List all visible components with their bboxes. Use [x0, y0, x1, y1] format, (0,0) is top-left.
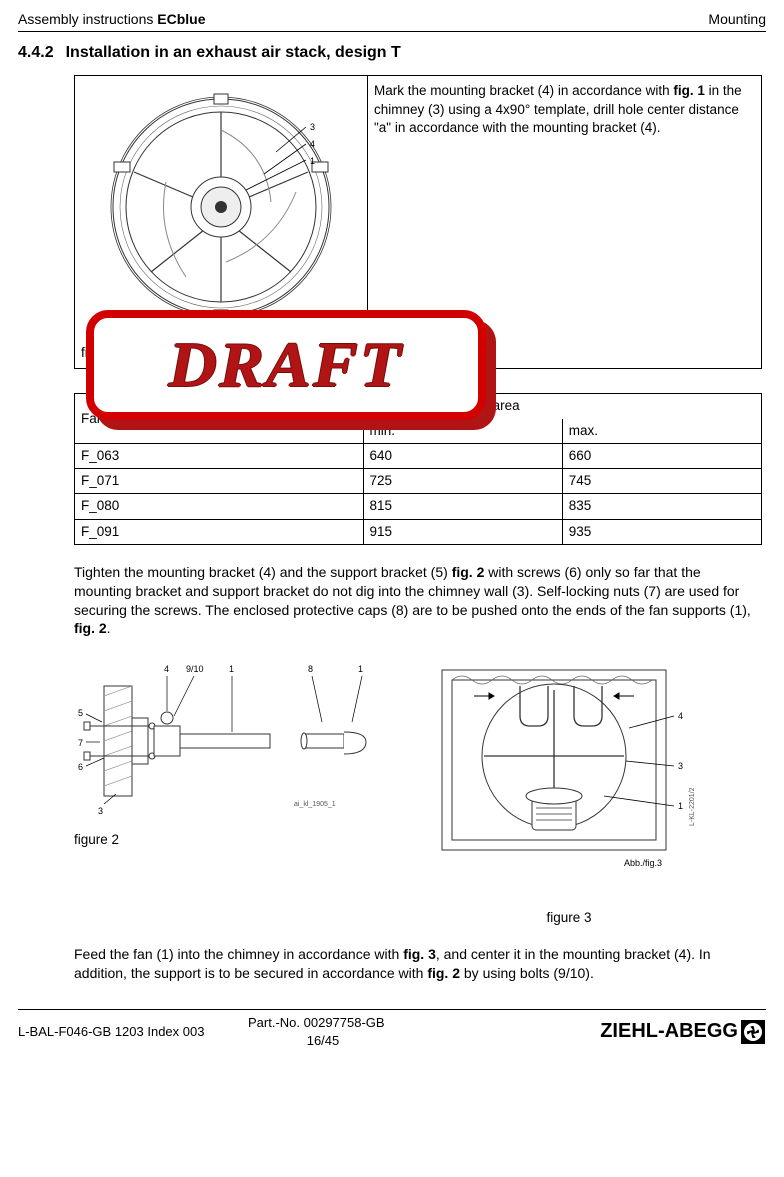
logo-text: ZIEHL-ABEGG [600, 1018, 738, 1045]
fig1-text-b1: fig. 1 [673, 83, 705, 98]
section-heading: 4.4.2 Installation in an exhaust air sta… [18, 42, 766, 64]
stamp-face: DRAFT [86, 310, 486, 420]
svg-text:3: 3 [98, 806, 103, 816]
svg-text:1: 1 [678, 801, 683, 811]
p1-b1: fig. 2 [452, 564, 485, 580]
p2-b1: fig. 3 [403, 946, 436, 962]
table-row: F_063 640 660 [75, 443, 762, 468]
cell-max: 935 [562, 519, 761, 544]
table-row: F_080 815 835 [75, 494, 762, 519]
cell-min: 725 [363, 469, 562, 494]
cell-fan: F_063 [75, 443, 364, 468]
cell-max: 745 [562, 469, 761, 494]
fig3-side-label: L-KL-2201/2 [689, 788, 696, 827]
p1-t3: . [107, 620, 111, 636]
svg-text:1: 1 [229, 664, 234, 674]
fig1-text-p1: Mark the mounting bracket (4) in accorda… [374, 83, 673, 98]
page: Assembly instructions ECblue Mounting 4.… [0, 0, 784, 1057]
cell-min: 640 [363, 443, 562, 468]
footer-mid: Part.-No. 00297758-GB 16/45 [248, 1014, 478, 1049]
fig1-label-1: 1 [310, 156, 315, 166]
footer-partno: Part.-No. 00297758-GB [248, 1014, 478, 1032]
header-left-prefix: Assembly instructions [18, 11, 157, 27]
logo-icon [740, 1019, 766, 1045]
header-right: Mounting [708, 10, 766, 29]
header-left: Assembly instructions ECblue [18, 10, 206, 29]
p2-t1: Feed the fan (1) into the chimney in acc… [74, 946, 403, 962]
paragraph-2: Feed the fan (1) into the chimney in acc… [74, 945, 762, 983]
p1-t1: Tighten the mounting bracket (4) and the… [74, 564, 452, 580]
table-row: F_091 915 935 [75, 519, 762, 544]
p2-b2: fig. 2 [427, 965, 460, 981]
stamp-text: DRAFT [169, 322, 404, 408]
cell-max: 835 [562, 494, 761, 519]
table-row: F_071 725 745 [75, 469, 762, 494]
paragraph-1: Tighten the mounting bracket (4) and the… [74, 563, 762, 639]
cell-min: 915 [363, 519, 562, 544]
footer-left: L-BAL-F046-GB 1203 Index 003 [18, 1023, 248, 1041]
section-number: 4.4.2 [18, 42, 54, 64]
figure1-drawing: 3 4 1 [96, 82, 346, 332]
svg-text:9/10: 9/10 [186, 664, 204, 674]
header-left-bold: ECblue [157, 11, 205, 27]
cell-min: 815 [363, 494, 562, 519]
svg-text:3: 3 [678, 761, 683, 771]
fig2-footnote: ai_kl_1905_1 [294, 801, 336, 808]
svg-text:4: 4 [164, 664, 169, 674]
cell-fan: F_080 [75, 494, 364, 519]
svg-text:7: 7 [78, 738, 83, 748]
header-rule [18, 31, 766, 32]
th-max: max. [562, 419, 761, 444]
svg-text:1: 1 [358, 664, 363, 674]
figure2-caption: figure 2 [74, 831, 394, 849]
footer: L-BAL-F046-GB 1203 Index 003 Part.-No. 0… [18, 1010, 766, 1049]
svg-text:5: 5 [78, 708, 83, 718]
p1-b2: fig. 2 [74, 620, 107, 636]
figure3-caption: figure 3 [424, 909, 714, 927]
p2-t3: by using bolts (9/10). [460, 965, 594, 981]
cell-fan: F_091 [75, 519, 364, 544]
fig3-abb: Abb./fig.3 [624, 858, 662, 868]
footer-page: 16/45 [248, 1032, 398, 1050]
svg-text:6: 6 [78, 762, 83, 772]
content: 3 4 1 figure Mark the mounting bracket (… [74, 75, 762, 983]
cell-max: 660 [562, 443, 761, 468]
section-title-text: Installation in an exhaust air stack, de… [66, 42, 401, 64]
running-header: Assembly instructions ECblue Mounting [18, 10, 766, 31]
cell-fan: F_071 [75, 469, 364, 494]
fig1-label-4: 4 [310, 139, 315, 149]
figure2: 4 9/10 1 8 1 5 7 6 3 ai_kl_1905_1 figure… [74, 656, 394, 849]
svg-text:8: 8 [308, 664, 313, 674]
fig1-label-3: 3 [310, 122, 315, 132]
figure3: 4 3 1 L-KL-2201/2 Abb./fig.3 figure 3 [424, 656, 714, 927]
svg-text:4: 4 [678, 711, 683, 721]
footer-logo: ZIEHL-ABEGG [600, 1018, 766, 1045]
figures-2-3-row: 4 9/10 1 8 1 5 7 6 3 ai_kl_1905_1 figure… [74, 656, 762, 927]
draft-stamp: DRAFT [86, 310, 486, 420]
